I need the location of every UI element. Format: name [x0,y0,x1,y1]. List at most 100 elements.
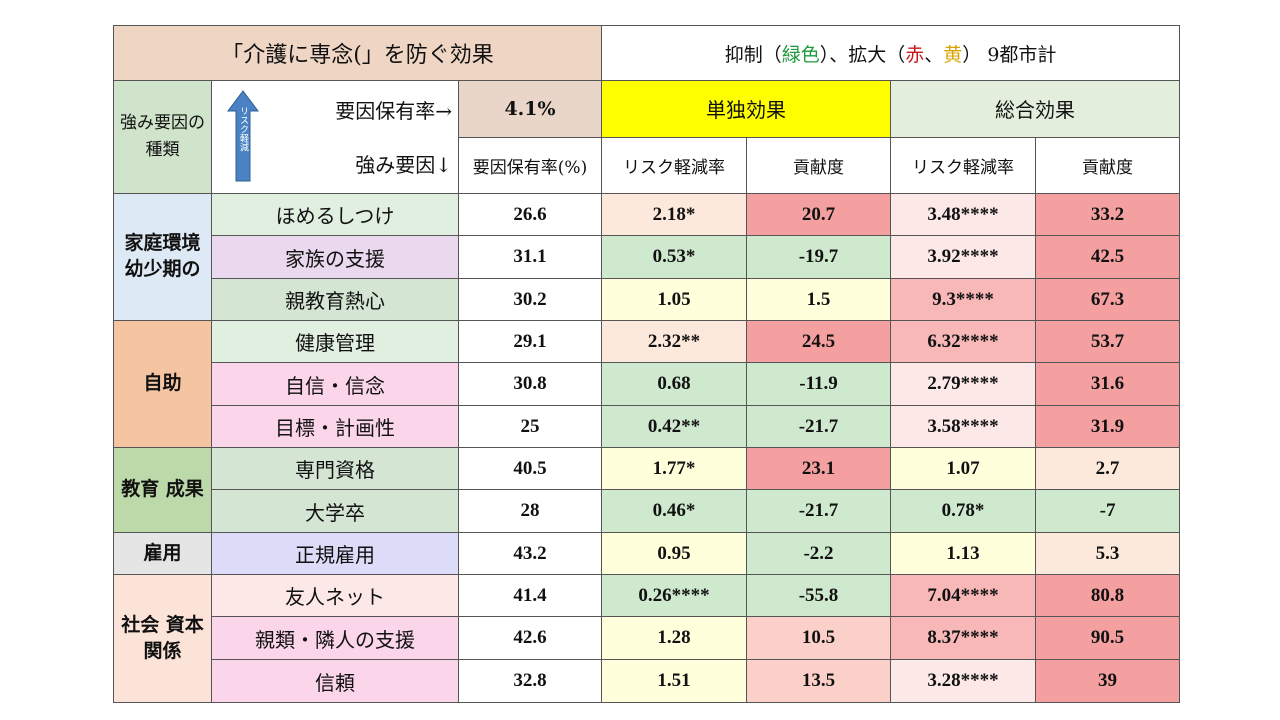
single-risk-cell: 1.51 [601,659,748,703]
single-contrib-header: 貢献度 [746,136,892,194]
total-contrib-cell: -7 [1035,489,1181,533]
total-risk-cell: 9.3**** [890,278,1037,321]
factor-cell: 親教育熱心 [211,278,459,321]
up-arrow-icon: リスク軽減 [227,90,259,182]
single-effect-header: 単独効果 [601,80,892,138]
category-label: 社会 資本関係 [113,574,212,703]
rate-cell: 32.8 [457,659,603,703]
category-label: 自助 [113,320,212,448]
total-risk-cell: 3.48**** [890,193,1037,236]
rate-cell: 30.8 [457,362,603,406]
total-effect-header: 総合効果 [890,80,1181,138]
rate-row-label: 要因保有率→ [335,99,452,123]
arrow-label: リスク軽減 [238,107,249,153]
single-contrib-cell: 24.5 [746,320,892,363]
total-risk-header: リスク軽減率 [890,136,1037,194]
total-risk-cell: 3.28**** [890,659,1037,703]
single-risk-cell: 1.28 [601,616,748,660]
single-contrib-cell: 20.7 [746,193,892,236]
single-risk-cell: 1.05 [601,278,748,321]
total-contrib-cell: 53.7 [1035,320,1181,363]
single-contrib-cell: 13.5 [746,659,892,703]
factor-cell: 大学卒 [211,489,459,533]
total-risk-cell: 3.92**** [890,235,1037,279]
table-row: 社会 資本関係 友人ネット 41.4 0.26**** -55.8 7.04**** 80.… [113,574,1181,703]
table-row: 自助 健康管理 29.1 2.32** 24.5 6.32**** 53.7 [113,320,1181,448]
rate-cell: 31.1 [457,235,603,279]
rate-cell: 28 [457,489,603,533]
single-risk-cell: 2.18* [601,193,748,236]
single-contrib-cell: -11.9 [746,362,892,406]
table-row: 家族の支援 31.1 0.53* -19.7 3.92**** 42.5 [114,235,1181,279]
rate-col-header: 要因保有率(%) [457,136,603,194]
rate-cell: 41.4 [457,574,603,617]
rate-cell: 42.6 [457,616,603,660]
single-risk-cell: 0.42** [601,405,748,448]
single-contrib-cell: 10.5 [746,616,892,660]
rate-cell: 25 [457,405,603,448]
table-row: 目標・計画性 25 0.42** -21.7 3.58**** 31.9 [114,405,1181,448]
arrow-header-cell: リスク軽減 要因保有率→ 強み要因↓ [211,80,459,194]
total-contrib-cell: 2.7 [1035,447,1181,490]
factor-cell: 正規雇用 [211,532,459,575]
factor-cell: 健康管理 [211,320,459,363]
rate-cell: 43.2 [457,532,603,575]
factor-cell: ほめるしつけ [211,193,459,236]
factor-cell: 専門資格 [211,447,459,490]
single-contrib-cell: 1.5 [746,278,892,321]
effects-table: 「介護に専念(」を防ぐ効果 抑制（緑色）、拡大（赤、黄） 9都市計 強み要因の種… [112,25,1181,703]
single-risk-cell: 0.46* [601,489,748,533]
single-contrib-cell: -19.7 [746,235,892,279]
single-risk-cell: 2.32** [601,320,748,363]
factor-cell: 親類・隣人の支援 [211,616,459,660]
table-row: 大学卒 28 0.46* -21.7 0.78* -7 [114,489,1181,533]
single-contrib-cell: -21.7 [746,489,892,533]
total-contrib-cell: 33.2 [1035,193,1181,236]
single-contrib-cell: -21.7 [746,405,892,448]
table-subtitle: 抑制（緑色）、拡大（赤、黄） 9都市計 [601,25,1181,81]
table-title: 「介護に専念(」を防ぐ効果 [112,25,603,81]
table-row: 家庭環境 幼少期の ほめるしつけ 26.6 2.18* 20.7 3.48**** 33.2 [113,193,1181,321]
factor-col-label: 強み要因↓ [355,153,452,177]
single-risk-cell: 0.95 [601,532,748,575]
single-risk-header: リスク軽減率 [601,136,748,194]
factor-cell: 信頼 [211,659,459,703]
table-row: 信頼 32.8 1.51 13.5 3.28**** 39 [114,659,1181,703]
category-label: 雇用 [113,532,212,575]
total-contrib-cell: 67.3 [1035,278,1181,321]
table-row: 教育 成果 専門資格 40.5 1.77* 23.1 1.07 2.7 [113,447,1181,533]
kind-header: 強み要因の種類 [113,80,212,194]
single-risk-cell: 0.53* [601,235,748,279]
single-risk-cell: 1.77* [601,447,748,490]
factor-cell: 目標・計画性 [211,405,459,448]
total-risk-cell: 0.78* [890,489,1037,533]
total-contrib-cell: 31.6 [1035,362,1181,406]
total-risk-cell: 8.37**** [890,616,1037,660]
total-contrib-cell: 90.5 [1035,616,1181,660]
legend-yellow: 黄 [943,43,963,66]
single-contrib-cell: -2.2 [746,532,892,575]
total-risk-cell: 3.58**** [890,405,1037,448]
total-contrib-cell: 31.9 [1035,405,1181,448]
factor-cell: 友人ネット [211,574,459,617]
single-contrib-cell: 23.1 [746,447,892,490]
total-contrib-cell: 80.8 [1035,574,1181,617]
total-risk-cell: 1.07 [890,447,1037,490]
factor-cell: 自信・信念 [211,362,459,406]
total-risk-cell: 1.13 [890,532,1037,575]
rate-cell: 29.1 [457,320,603,363]
table-row: 雇用 正規雇用 43.2 0.95 -2.2 1.13 5.3 [113,532,1181,575]
legend-red: 赤 [905,43,925,66]
total-contrib-cell: 42.5 [1035,235,1181,279]
table-row: 親類・隣人の支援 42.6 1.28 10.5 8.37**** 90.5 [114,616,1181,660]
total-contrib-cell: 39 [1035,659,1181,703]
single-risk-cell: 0.68 [601,362,748,406]
category-label: 教育 成果 [113,447,212,533]
rate-cell: 30.2 [457,278,603,321]
table-row: 自信・信念 30.8 0.68 -11.9 2.79**** 31.6 [114,362,1181,406]
legend-green: 緑色 [781,43,820,66]
rate-cell: 40.5 [457,447,603,490]
category-label: 家庭環境 幼少期の [113,193,212,321]
single-contrib-cell: -55.8 [746,574,892,617]
total-risk-cell: 7.04**** [890,574,1037,617]
